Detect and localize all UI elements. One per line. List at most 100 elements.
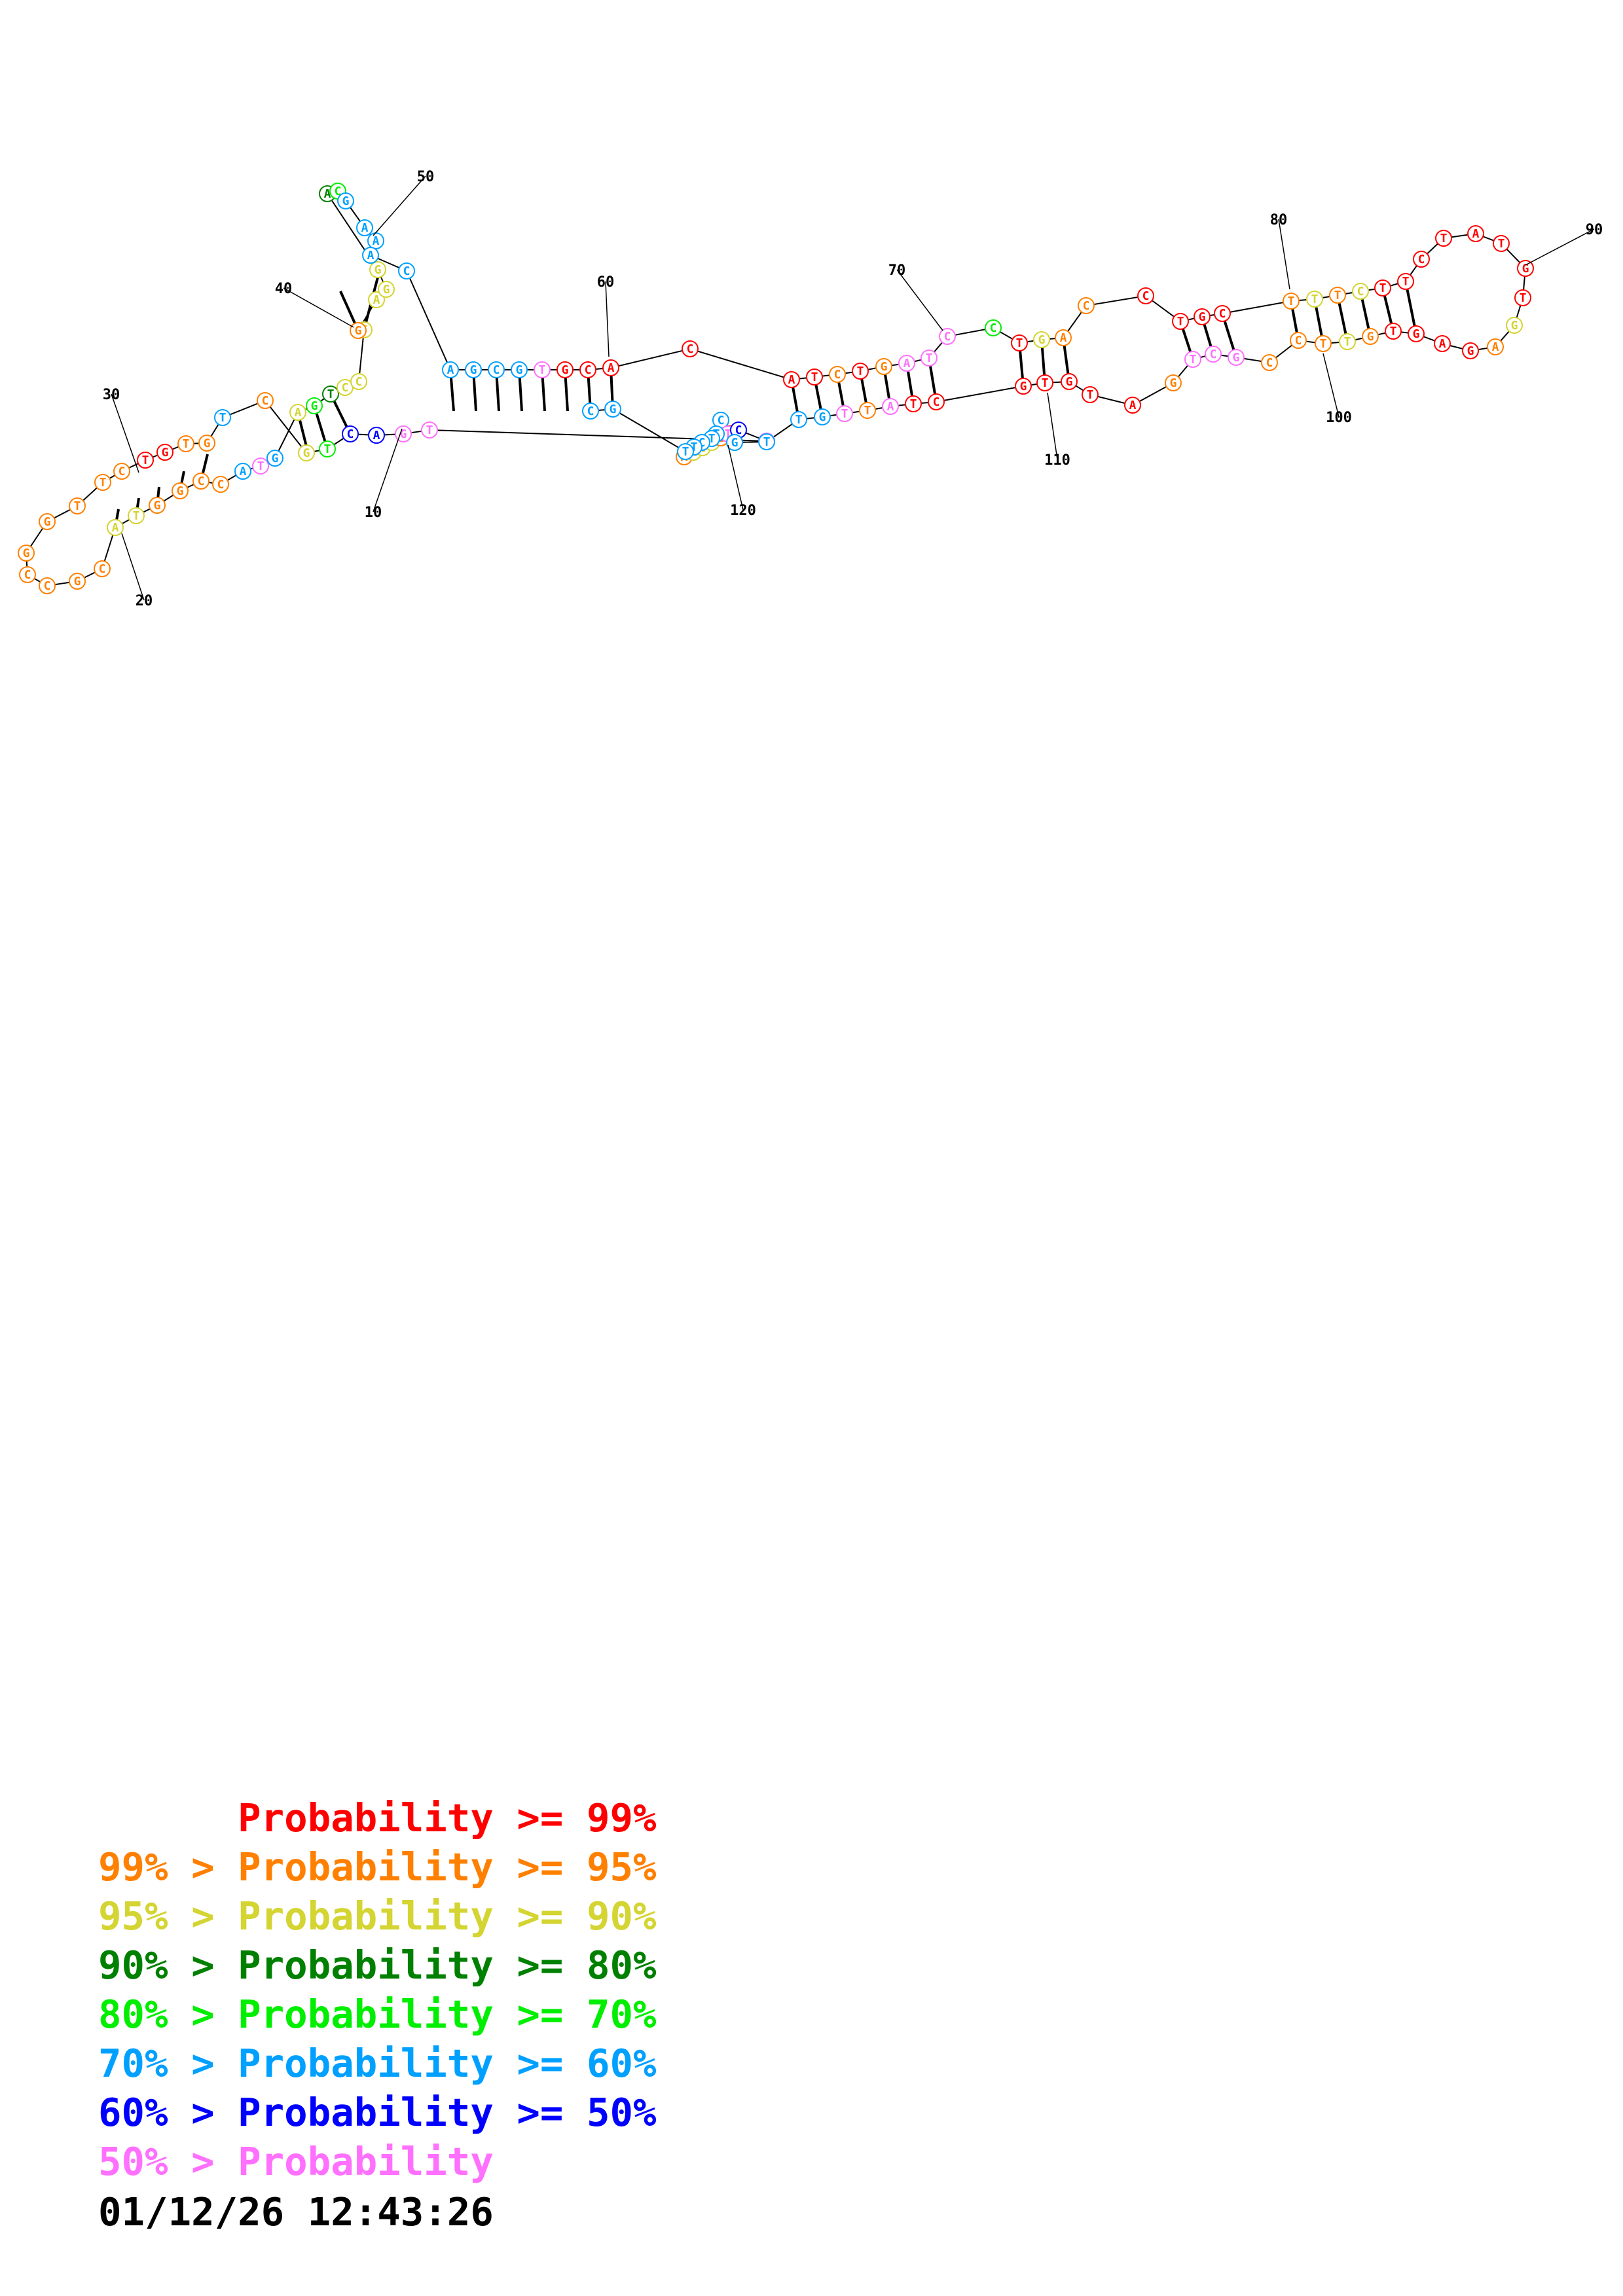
nucleotide: T (1329, 287, 1346, 304)
probability-legend: Probability >= 99% 99% > Probability >= 9… (98, 1793, 657, 2186)
nucleotide: G (369, 261, 386, 278)
svg-text:T: T (183, 437, 190, 451)
nucleotide: T (852, 363, 869, 380)
legend-row: Probability >= 99% (98, 1795, 657, 1840)
svg-text:T: T (1334, 289, 1341, 302)
svg-text:A: A (887, 400, 894, 414)
svg-text:G: G (1467, 344, 1474, 358)
nucleotide: C (1205, 346, 1222, 363)
svg-text:C: C (1357, 285, 1364, 298)
svg-text:T: T (100, 476, 107, 490)
nucleotide: C (1413, 251, 1430, 268)
rna-secondary-structure-diagram: AACAGACTCGTGACTGCTGTGTCTTGGCCGCATGGCCATG… (18, 169, 1603, 609)
nucleotide: A (1467, 225, 1484, 242)
position-tick-label: 20 (136, 593, 153, 609)
svg-text:C: C (99, 562, 106, 576)
svg-text:A: A (373, 234, 380, 248)
tick-leader-line (373, 175, 426, 236)
nucleotide: T (214, 409, 231, 426)
svg-text:G: G (819, 410, 826, 424)
nucleotide: A (367, 232, 384, 249)
svg-text:C: C (262, 394, 269, 408)
svg-text:C: C (119, 465, 126, 478)
nucleotide: A (234, 463, 251, 480)
nucleotide: G (395, 425, 412, 442)
svg-text:C: C (735, 423, 742, 437)
legend-row: 70% > Probability >= 60% (98, 2041, 657, 2086)
nucleotide: C (398, 262, 415, 279)
svg-text:G: G (383, 283, 390, 296)
nucleotide: T (1011, 334, 1028, 351)
svg-text:G: G (1413, 327, 1420, 341)
nucleotide: C (939, 328, 956, 345)
svg-text:T: T (1520, 291, 1527, 305)
nucleotide: T (1374, 279, 1391, 296)
legend-row: 80% > Probability >= 70% (98, 1992, 657, 2037)
legend-row: 95% > Probability >= 90% (98, 1893, 657, 1939)
position-tick-label: 30 (103, 387, 120, 403)
nucleotide: G (1228, 349, 1245, 366)
nucleotide: C (1290, 332, 1307, 349)
nucleotide: C (342, 425, 359, 442)
svg-text:T: T (1288, 295, 1295, 308)
svg-text:A: A (373, 293, 380, 307)
nucleotide: G (198, 435, 215, 452)
svg-text:G: G (74, 575, 81, 588)
svg-text:C: C (944, 330, 951, 344)
svg-text:A: A (1129, 399, 1137, 412)
legend-row: 99% > Probability >= 95% (98, 1844, 657, 1890)
tick-leader-line (283, 287, 354, 328)
nucleotide: C (1261, 354, 1278, 371)
position-tick-label: 10 (365, 505, 382, 521)
svg-text:G: G (400, 427, 407, 441)
svg-text:C: C (1295, 334, 1302, 348)
svg-text:T: T (841, 407, 848, 421)
svg-text:T: T (1344, 335, 1351, 349)
svg-text:G: G (162, 446, 169, 459)
nucleotide: T (758, 433, 775, 450)
svg-text:T: T (795, 413, 803, 427)
position-tick-label: 60 (597, 274, 615, 291)
svg-text:G: G (1020, 380, 1027, 393)
svg-text:A: A (608, 361, 615, 375)
nucleotide: G (1015, 378, 1032, 395)
svg-text:A: A (1439, 337, 1446, 351)
svg-text:G: G (272, 452, 279, 465)
nucleotide: C (94, 560, 111, 577)
position-tick-label: 100 (1326, 410, 1352, 426)
nucleotide: A (289, 404, 306, 421)
svg-text:T: T (327, 387, 335, 401)
tick-leader-line (1525, 228, 1595, 266)
svg-text:T: T (1440, 232, 1448, 245)
svg-text:T: T (257, 459, 264, 473)
legend-row: 90% > Probability >= 80% (98, 1943, 657, 1988)
nucleotide: G (726, 434, 743, 451)
nucleotide: C (192, 473, 210, 490)
svg-text:C: C (990, 321, 997, 335)
legend-row: 60% > Probability >= 50% (98, 2090, 657, 2135)
svg-text:C: C (699, 436, 706, 450)
nucleotide: C (579, 361, 596, 378)
nucleotide: C (212, 476, 229, 493)
nucleotide: A (602, 359, 619, 376)
svg-text:C: C (585, 363, 592, 377)
svg-text:T: T (910, 397, 917, 411)
svg-text:A: A (447, 363, 454, 377)
svg-text:C: C (44, 579, 51, 593)
base-pair-bond (1404, 281, 1417, 334)
nucleotide: A (783, 371, 800, 388)
nucleotide: T (534, 361, 551, 378)
nucleotide: G (39, 513, 56, 530)
nucleotide: A (107, 519, 124, 536)
svg-text:T: T (539, 363, 546, 377)
svg-text:C: C (335, 185, 342, 198)
svg-text:A: A (1060, 331, 1067, 345)
nucleotide: G (556, 361, 574, 378)
nucleotide: T (322, 386, 339, 403)
svg-text:A: A (240, 465, 247, 478)
position-tick-label: 80 (1270, 212, 1288, 228)
svg-text:T: T (1379, 281, 1387, 295)
svg-text:G: G (1199, 310, 1206, 324)
nucleotide: C (1137, 287, 1154, 304)
svg-text:A: A (295, 406, 302, 420)
